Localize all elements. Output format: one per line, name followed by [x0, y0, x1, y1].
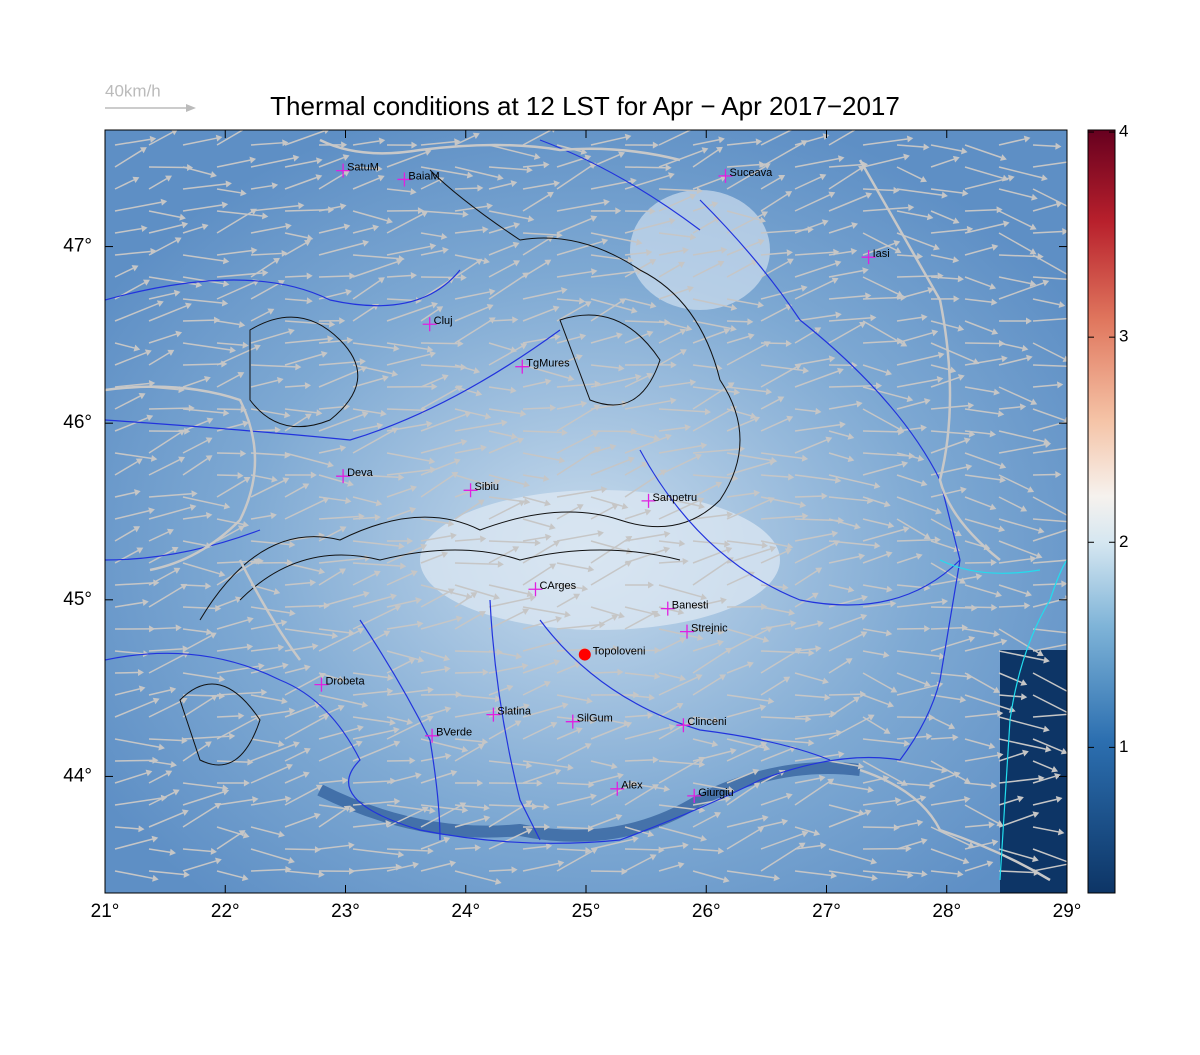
wind-arrowhead — [1070, 556, 1076, 563]
x-tick-label: 25° — [572, 901, 601, 922]
city-label: Cluj — [434, 315, 453, 327]
x-tick-label: 28° — [932, 901, 961, 922]
city-label: Alex — [621, 780, 643, 792]
wind-arrow — [591, 672, 618, 673]
wind-arrowhead — [1069, 641, 1076, 648]
colorbar-tick-label: 3 — [1119, 327, 1128, 346]
wind-arrow — [183, 364, 221, 365]
x-tick-label: 26° — [692, 901, 721, 922]
city-label: Slatina — [497, 706, 532, 718]
wind-arrow — [795, 496, 822, 497]
colorbar-tick-label: 2 — [1119, 532, 1128, 551]
wind-arrowhead — [1070, 274, 1077, 280]
wind-arrowhead — [1075, 157, 1081, 164]
city-label: Giurgiu — [698, 787, 733, 799]
wind-arrow — [149, 408, 189, 409]
wind-arrow — [217, 453, 240, 454]
city-label: Banesti — [672, 600, 709, 612]
wind-arrowhead — [1068, 526, 1075, 533]
map-area — [105, 119, 1085, 893]
wind-arrow — [455, 672, 483, 673]
wind-arrow — [217, 716, 238, 717]
colorbar — [1088, 130, 1115, 893]
city-label: SatuM — [347, 162, 379, 174]
colorbar-tick-label: 1 — [1119, 737, 1128, 756]
x-tick-label: 24° — [451, 901, 480, 922]
wind-legend-label: 40km/h — [105, 81, 161, 100]
wind-arrowhead — [797, 123, 804, 129]
city-label: Clinceni — [687, 716, 726, 728]
wind-arrowhead — [1078, 314, 1084, 321]
wind-arrow — [183, 320, 214, 321]
wind-arrowhead — [700, 121, 707, 127]
city-label: SilGum — [577, 713, 613, 725]
title: Thermal conditions at 12 LST for Apr − A… — [270, 91, 900, 121]
x-tick-label: 27° — [812, 901, 841, 922]
wind-arrow — [625, 849, 659, 850]
wind-arrow — [421, 277, 461, 278]
wind-arrow — [285, 849, 315, 850]
wind-arrow — [217, 409, 241, 410]
colorbar-tick-label: 4 — [1119, 122, 1128, 141]
city-label: BaiaM — [408, 170, 439, 182]
city-label: Strejnic — [691, 623, 728, 635]
city-label: TgMures — [526, 358, 570, 370]
city-label: BVerde — [436, 727, 472, 739]
city-label: Sibiu — [475, 481, 499, 493]
wind-arrow — [285, 276, 307, 277]
wind-arrowhead — [1073, 713, 1080, 719]
wind-arrowhead — [1069, 630, 1075, 637]
wind-arrowhead — [254, 119, 261, 125]
wind-arrow — [455, 188, 477, 189]
city-label: Sanpetru — [653, 492, 698, 504]
wind-arrow — [727, 321, 747, 322]
y-tick-label: 47° — [63, 236, 92, 257]
city-label: CArges — [539, 580, 576, 592]
wind-arrow — [217, 475, 238, 476]
wind-arrowhead — [1068, 418, 1075, 425]
city-label: Drobeta — [325, 675, 365, 687]
wind-legend-arrowhead — [186, 104, 196, 112]
city-label: Suceava — [729, 167, 773, 179]
wind-arrow — [965, 562, 991, 563]
wind-arrow — [115, 672, 138, 673]
wind-arrowhead — [1078, 443, 1084, 450]
wind-arrowhead — [1067, 518, 1073, 525]
y-tick-label: 44° — [63, 765, 92, 786]
wind-arrow — [863, 827, 894, 828]
wind-arrow — [421, 343, 458, 344]
wind-arrow — [863, 431, 898, 432]
y-tick-label: 46° — [63, 412, 92, 433]
wind-arrow — [897, 717, 929, 718]
wind-arrowhead — [1074, 710, 1080, 717]
y-tick-label: 45° — [63, 589, 92, 610]
wind-arrowhead — [1077, 276, 1083, 283]
wind-arrow — [965, 607, 991, 608]
city-label: Deva — [347, 467, 374, 479]
x-tick-label: 23° — [331, 901, 360, 922]
wind-arrow — [115, 760, 152, 761]
x-tick-label: 29° — [1053, 901, 1082, 922]
wind-arrow — [829, 694, 860, 695]
wind-arrowhead — [1078, 363, 1084, 370]
wind-arrowhead — [1068, 513, 1075, 519]
site-marker — [579, 649, 591, 661]
wind-arrowhead — [1076, 862, 1083, 869]
wind-arrowhead — [1073, 692, 1080, 698]
x-tick-label: 22° — [211, 901, 240, 922]
city-label: Iasi — [873, 248, 890, 260]
wind-arrow — [319, 276, 349, 277]
x-tick-label: 21° — [91, 901, 120, 922]
site-label: Topoloveni — [593, 645, 646, 657]
